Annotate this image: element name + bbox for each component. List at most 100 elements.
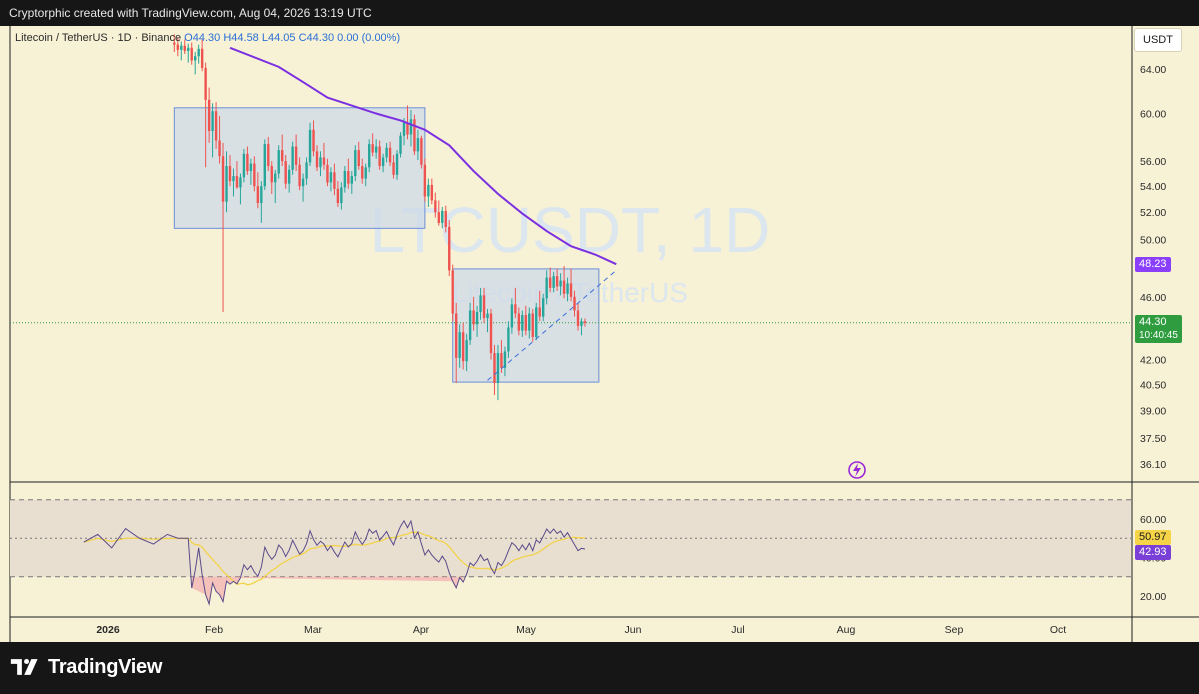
- candle-body: [455, 313, 458, 358]
- candle-body: [225, 166, 228, 202]
- candle-body: [371, 144, 374, 153]
- candle-body: [475, 311, 479, 325]
- time-axis-label: Oct: [1050, 624, 1066, 636]
- candle-body: [274, 173, 277, 183]
- candle-body: [232, 176, 235, 182]
- rsi-axis-tick: 20.00: [1140, 591, 1166, 603]
- candle-body: [322, 157, 326, 165]
- currency-button[interactable]: USDT: [1134, 28, 1182, 52]
- attribution-text: Cryptorphic created with TradingView.com…: [9, 6, 372, 20]
- candle-body: [420, 138, 423, 165]
- price-axis-tick: 60.00: [1140, 109, 1166, 121]
- candle-body: [580, 321, 583, 326]
- candle-body: [423, 164, 427, 197]
- price-axis-tick: 56.00: [1140, 156, 1166, 168]
- candle-body: [531, 313, 534, 337]
- candle-body: [361, 166, 364, 179]
- time-axis-label: Feb: [205, 624, 223, 636]
- candle-body: [315, 151, 319, 168]
- candle-body: [468, 310, 472, 341]
- price-axis-tick: 42.00: [1140, 355, 1166, 367]
- candle-body: [368, 144, 371, 168]
- time-axis-label: Jun: [625, 624, 642, 636]
- watermark-ticker: LTCUSDT, 1D: [370, 194, 771, 266]
- candle-body: [406, 122, 409, 135]
- price-axis-tick: 37.50: [1140, 433, 1166, 445]
- tradingview-brand: TradingView: [48, 655, 163, 678]
- candle-body: [566, 283, 569, 294]
- candle-body: [562, 280, 566, 294]
- candle-body: [263, 144, 266, 187]
- price-axis-tick: 50.00: [1140, 234, 1166, 246]
- candle-body: [507, 327, 510, 352]
- candle-body: [496, 353, 500, 383]
- candle-body: [305, 162, 308, 179]
- candle-body: [409, 119, 413, 135]
- rsi-ma-tag: 50.97: [1135, 530, 1171, 545]
- candle-body: [214, 111, 218, 141]
- price-axis-tick: 39.00: [1140, 406, 1166, 418]
- candle-body: [458, 332, 461, 358]
- candle-body: [218, 140, 221, 157]
- rsi-line: [83, 519, 586, 607]
- candle-body: [291, 146, 294, 170]
- rsi-ma-line: [83, 531, 586, 586]
- candle-body: [517, 313, 521, 331]
- price-axis-tick: 64.00: [1140, 64, 1166, 76]
- candle-body: [211, 111, 214, 131]
- candle-body: [326, 164, 329, 183]
- moving-average-line: [229, 46, 617, 266]
- candle-body: [451, 270, 454, 314]
- candle-body: [194, 56, 197, 61]
- candle-body: [538, 307, 541, 317]
- time-axis-label: May: [516, 624, 537, 636]
- change-value: 0.00 (0.00%): [337, 32, 401, 44]
- candle-body: [298, 164, 301, 187]
- candle-body: [228, 166, 232, 182]
- candle-body: [319, 157, 322, 168]
- symbol-label: Litecoin / TetherUS · 1D · Binance: [15, 32, 182, 44]
- time-axis-label: Aug: [837, 624, 856, 636]
- candle-body: [413, 119, 416, 152]
- candle-body: [312, 129, 315, 152]
- candle-body: [542, 298, 545, 317]
- candle-body: [173, 42, 176, 45]
- tradingview-logo-icon: [10, 658, 38, 675]
- ma-value-tag: 48.23: [1135, 257, 1171, 273]
- candle-body: [281, 150, 284, 162]
- candle-body: [374, 146, 378, 153]
- candle-body: [333, 172, 336, 189]
- candle-body: [486, 313, 489, 319]
- candle-body: [524, 315, 527, 331]
- candle-body: [416, 138, 420, 152]
- candle-body: [197, 48, 200, 57]
- candle-body: [514, 304, 517, 314]
- candle-body: [482, 295, 486, 319]
- price-axis-tick: 36.10: [1140, 459, 1166, 471]
- candle-body: [388, 147, 392, 163]
- candle-body: [301, 178, 305, 187]
- candle-body: [500, 353, 503, 368]
- price-axis-tick: 46.00: [1140, 292, 1166, 304]
- candle-body: [308, 129, 312, 163]
- candle-body: [573, 296, 576, 311]
- open-value: O44.30: [184, 32, 221, 44]
- candle-body: [548, 277, 552, 288]
- candle-body: [559, 280, 562, 287]
- candle-body: [294, 146, 298, 165]
- candle-body: [434, 200, 437, 213]
- candle-body: [343, 171, 347, 188]
- candle-body: [521, 315, 524, 331]
- candle-body: [437, 212, 440, 223]
- candle-body: [277, 150, 280, 174]
- candle-body: [395, 153, 399, 175]
- candle-body: [242, 153, 246, 178]
- symbol-legend: Litecoin / TetherUS · 1D · Binance O44.3…: [15, 32, 400, 44]
- tradingview-logo[interactable]: TradingView: [10, 655, 162, 679]
- candle-body: [221, 156, 225, 202]
- time-axis-label: Jul: [731, 624, 744, 636]
- price-axis-tick: 54.00: [1140, 181, 1166, 193]
- candle-body: [461, 332, 465, 362]
- rsi-value-tag: 42.93: [1135, 545, 1171, 560]
